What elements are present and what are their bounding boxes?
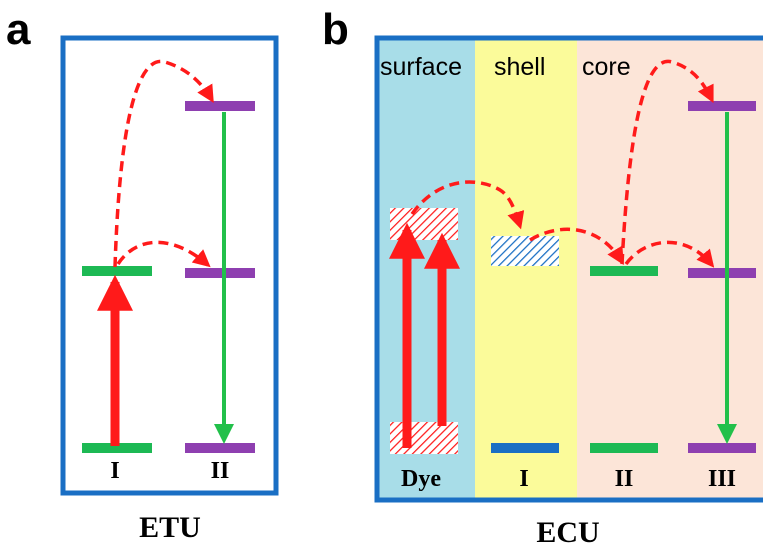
level-a-II-middle xyxy=(185,268,255,278)
transfer-arrow-b-core-mid xyxy=(624,240,715,268)
dye-ground-band xyxy=(390,422,458,454)
transfer-arrow-a-top xyxy=(113,59,214,268)
panel-a-letter: a xyxy=(6,5,31,54)
level-label-b-III: III xyxy=(708,466,736,492)
transfer-arrow-b-dye-shell xyxy=(410,180,525,230)
panel-a: a I II ETU xyxy=(6,5,279,544)
level-a-II-ground xyxy=(185,443,255,453)
level-a-II-top xyxy=(185,101,255,111)
region-label-shell: shell xyxy=(494,53,545,81)
panel-a-frame xyxy=(60,35,279,496)
panel-b-frame xyxy=(374,35,763,503)
level-b-III-ground xyxy=(688,443,756,453)
level-b-II-excited xyxy=(590,266,658,276)
level-label-a-I: I xyxy=(110,458,119,484)
level-label-b-dye: Dye xyxy=(401,466,441,492)
level-label-a-II: II xyxy=(211,458,230,484)
transfer-arrow-a-mid xyxy=(116,240,211,268)
region-label-core: core xyxy=(582,53,631,81)
level-label-b-I: I xyxy=(519,466,528,492)
panel-b-caption: ECU xyxy=(536,516,599,548)
panel-a-caption: ETU xyxy=(139,511,201,544)
shell-region xyxy=(475,38,577,500)
level-label-b-II: II xyxy=(615,466,634,492)
level-b-III-top xyxy=(688,101,756,111)
level-a-I-excited xyxy=(82,266,152,276)
level-a-I-ground xyxy=(82,443,152,453)
level-b-I-ground xyxy=(491,443,559,453)
dye-excited-band xyxy=(390,208,458,240)
panel-b-letter: b xyxy=(322,5,349,54)
transfer-arrow-b-core-top xyxy=(620,59,714,265)
panel-b: b surface shell core Dye xyxy=(322,5,763,548)
shell-excited-band xyxy=(491,236,559,266)
transfer-arrow-b-shell-core xyxy=(529,227,624,266)
level-b-II-ground xyxy=(590,443,658,453)
level-b-III-middle xyxy=(688,268,756,278)
region-label-surface: surface xyxy=(380,53,462,81)
